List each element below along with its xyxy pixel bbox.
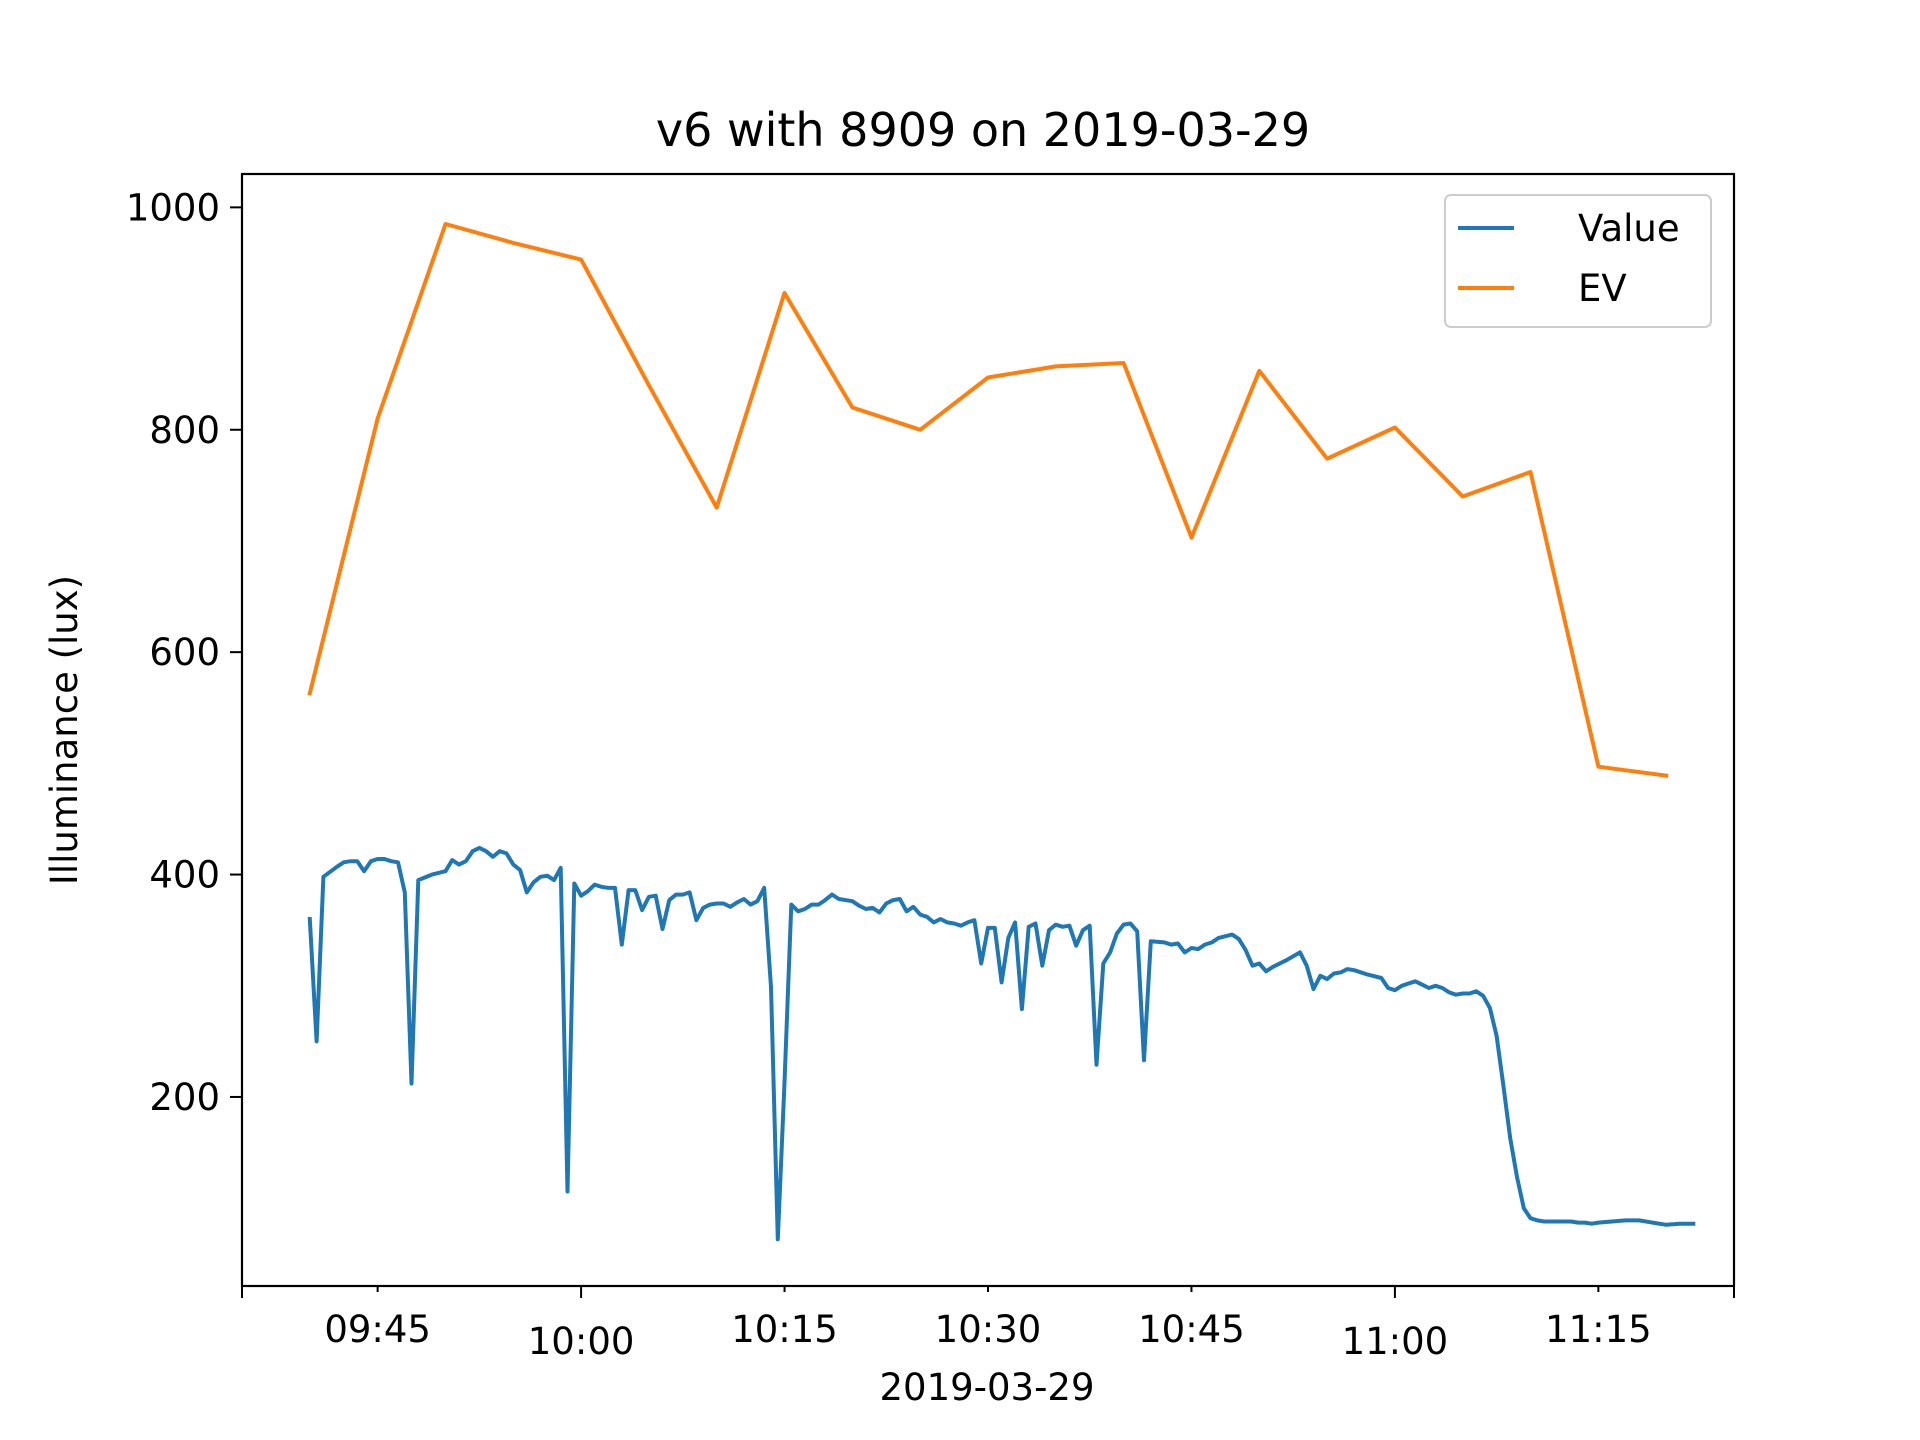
y-tick-label: 800 [149,409,220,452]
legend: Value EV [1444,194,1712,328]
plot-frame [240,172,1736,1288]
x-axis: 09:45 10:00 10:15 10:30 10:45 11:00 11:15 [241,1286,1735,1363]
plot-area [307,222,1696,1242]
x-axis-label: 2019-03-29 [879,1366,1094,1409]
chart-title: v6 with 8909 on 2019-03-29 [656,103,1310,157]
x-tick-label: 10:15 [731,1308,838,1351]
legend-label-ev: EV [1578,267,1627,310]
x-tick-label: 09:45 [324,1308,431,1351]
y-tick-label: 400 [149,854,220,897]
y-axis-label: Illuminance (lux) [43,575,86,885]
y-tick-label: 200 [149,1076,220,1119]
legend-label-value: Value [1578,207,1680,250]
y-tick-label: 600 [149,631,220,674]
x-tick-label: 11:15 [1545,1308,1652,1351]
series-line-value [307,845,1696,1242]
x-tick-label: 10:45 [1138,1308,1245,1351]
x-tick-label: 11:00 [1342,1320,1449,1363]
y-tick-label: 1000 [126,186,220,229]
x-tick-label: 10:00 [528,1320,635,1363]
series-line-ev [307,222,1669,778]
y-axis: 200 400 600 800 1000 [126,186,242,1119]
x-tick-label: 10:30 [935,1308,1042,1351]
